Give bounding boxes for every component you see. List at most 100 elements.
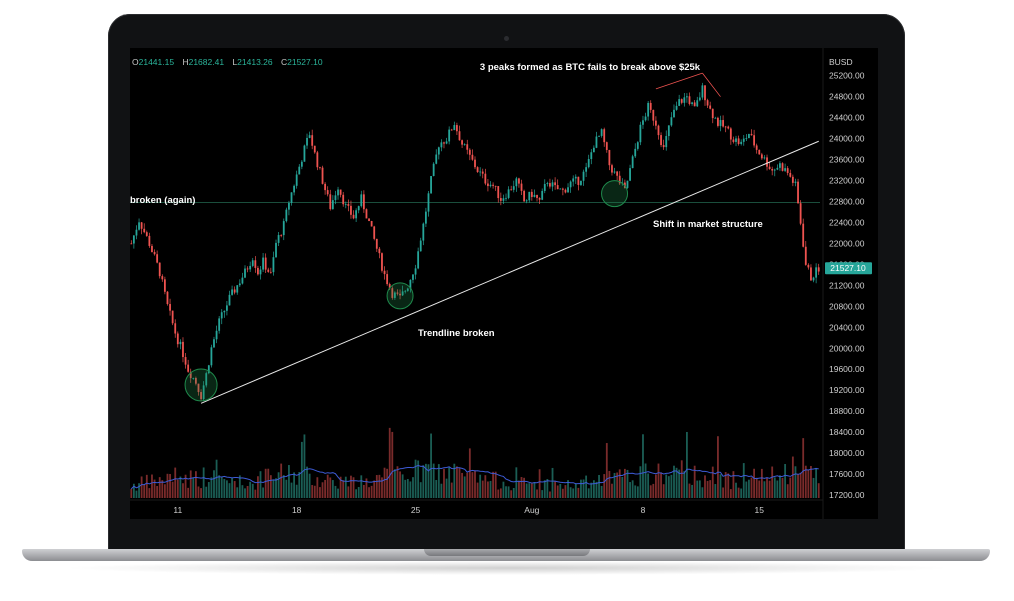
- low-label: L: [232, 57, 238, 67]
- volume-bar: [688, 483, 691, 498]
- volume-bar: [574, 483, 577, 498]
- volume-bar: [502, 481, 505, 498]
- candle-body: [714, 117, 717, 119]
- candle-body: [776, 167, 779, 170]
- time-tick-label: 11: [173, 505, 182, 515]
- volume-bar: [484, 475, 487, 498]
- candle-body: [205, 373, 208, 386]
- volume-bar: [194, 471, 197, 498]
- volume-bar: [453, 463, 456, 498]
- volume-bar: [365, 478, 368, 498]
- volume-bar: [339, 476, 342, 498]
- volume-bar: [316, 477, 319, 498]
- price-tick-label: 17600.00: [829, 469, 865, 479]
- candle-body: [298, 166, 301, 175]
- candle-body: [448, 129, 451, 142]
- volume-bar: [649, 485, 652, 498]
- candle-body: [722, 120, 724, 127]
- volume-bar: [244, 488, 246, 498]
- volume-bar: [781, 477, 784, 498]
- candle-body: [670, 117, 673, 126]
- low-circle-marker: [184, 368, 218, 402]
- candle-body: [665, 136, 668, 148]
- volume-bar: [357, 487, 360, 498]
- volume-bar: [254, 489, 257, 498]
- volume-bar: [585, 475, 588, 498]
- volume-bar: [616, 472, 619, 498]
- candle-body: [791, 176, 794, 183]
- candle-body: [520, 183, 523, 191]
- candle-body: [476, 167, 479, 173]
- candle-body: [543, 184, 546, 191]
- candle-body: [313, 145, 316, 153]
- candle-body: [667, 125, 670, 137]
- candle-body: [512, 186, 515, 190]
- volume-bar: [440, 483, 443, 498]
- volume-bar: [533, 482, 536, 498]
- candlestick-chart[interactable]: 3 peaks formed as BTC fails to break abo…: [130, 48, 878, 519]
- candle-body: [678, 99, 681, 106]
- volume-bar: [802, 438, 805, 498]
- candle-body: [719, 120, 722, 126]
- volume-bar: [693, 465, 696, 498]
- candle-body: [582, 171, 585, 181]
- volume-bar: [797, 474, 799, 498]
- candle-body: [443, 142, 445, 144]
- candle-body: [344, 204, 347, 205]
- volume-bar: [709, 480, 712, 498]
- volume-bar: [189, 470, 192, 498]
- candle-body: [285, 209, 288, 222]
- chart-screen[interactable]: O21441.15 H21682.41 L21413.26 C21527.10 …: [130, 48, 878, 519]
- candle-body: [698, 97, 701, 101]
- volume-bar: [489, 480, 492, 498]
- candle-body: [564, 189, 567, 193]
- volume-bar: [810, 465, 812, 498]
- volume-bar: [807, 469, 810, 498]
- candle-body: [435, 154, 438, 164]
- candle-body: [580, 180, 582, 185]
- candle-body: [644, 116, 647, 121]
- candle-body: [440, 142, 443, 148]
- volume-bar: [621, 476, 624, 498]
- candle-body: [711, 108, 714, 119]
- volume-bar: [786, 484, 789, 498]
- candle-body: [729, 128, 732, 140]
- volume-bar: [370, 485, 373, 498]
- volume-bar: [388, 427, 391, 498]
- volume-bar: [362, 484, 365, 498]
- candle-body: [608, 149, 611, 166]
- candle-body: [378, 248, 381, 254]
- volume-bar: [623, 468, 626, 498]
- volume-bar: [750, 477, 753, 498]
- last-price-tag: 21527.10: [825, 262, 872, 275]
- volume-bar: [804, 465, 807, 498]
- volume-bar: [422, 465, 425, 498]
- volume-bar: [598, 474, 600, 498]
- candle-body: [569, 181, 572, 188]
- volume-bar: [169, 474, 171, 498]
- candle-body: [417, 251, 420, 269]
- price-tick-label: 20000.00: [829, 343, 865, 353]
- price-tick-label: 23200.00: [829, 176, 865, 186]
- candle-body: [295, 174, 298, 186]
- candle-body: [742, 138, 745, 142]
- candle-body: [233, 289, 236, 293]
- volume-bar: [698, 480, 701, 498]
- candle-body: [704, 85, 706, 101]
- candle-body: [176, 333, 179, 345]
- candle-body: [391, 288, 394, 298]
- candle-body: [510, 189, 513, 191]
- last-price-tag-background: [825, 262, 872, 275]
- candle-body: [515, 178, 518, 187]
- volume-bar: [236, 487, 239, 498]
- candle-body: [249, 265, 252, 270]
- candle-body: [592, 147, 595, 153]
- candle-body: [629, 168, 631, 181]
- candle-body: [202, 385, 205, 400]
- candle-body: [489, 184, 492, 187]
- volume-bar: [706, 480, 709, 498]
- volume-bar: [184, 474, 187, 498]
- candle-body: [409, 279, 412, 289]
- candle-body: [753, 135, 756, 146]
- candle-body: [763, 157, 766, 159]
